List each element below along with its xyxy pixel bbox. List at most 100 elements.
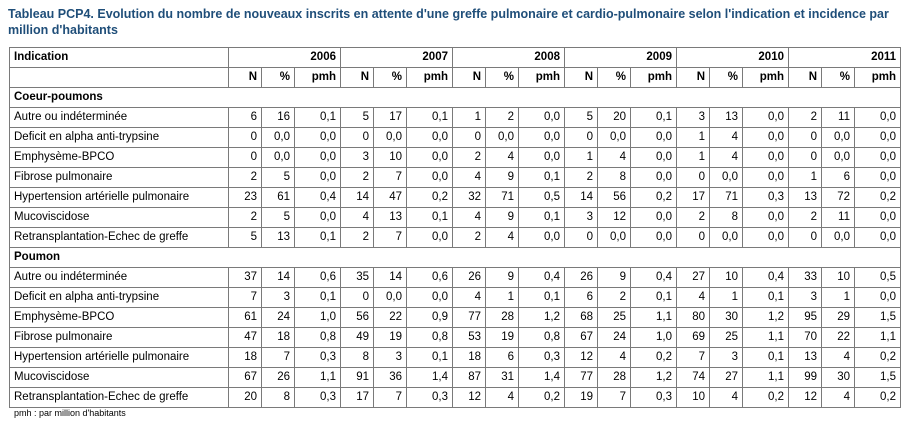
table-cell: 13: [373, 207, 407, 228]
table-cell: 5: [228, 227, 262, 248]
table-cell: 5: [261, 167, 295, 188]
subheader-cell: %: [597, 67, 631, 88]
subheader-row: N% pmh N% pmh N% pmh N% pmh N% pmh N% pmh: [9, 67, 902, 88]
table-cell: 22: [373, 307, 407, 328]
table-cell: 0: [788, 127, 822, 148]
year-header: 2011: [787, 47, 902, 68]
table-cell: 32: [452, 187, 486, 208]
table-cell: 0,0: [853, 147, 902, 168]
table-cell: 6: [564, 287, 598, 308]
table-cell: 4: [340, 207, 374, 228]
table-cell: 71: [709, 187, 743, 208]
subheader-cell: N: [788, 67, 822, 88]
table-cell: 0,8: [406, 327, 453, 348]
table-row: Mucoviscidose 2 5 0,0 4 13 0,1 4 9 0,1 3 12 0,0 2 8 0,0…: [9, 207, 902, 228]
table-cell: 1: [709, 287, 743, 308]
table-cell: 0,6: [406, 267, 453, 288]
table-cell: 0,2: [406, 187, 453, 208]
table-cell: 0: [788, 227, 822, 248]
table-cell: 2: [452, 147, 486, 168]
table-row: Fibrose pulmonaire 2 5 0,0 2 7 0,0 4 9 0,1 2 8 0,0 0 0…: [9, 167, 902, 188]
table-cell: 1,4: [406, 367, 453, 388]
table-cell: 14: [373, 267, 407, 288]
table-cell: 0,0: [406, 227, 453, 248]
table-cell: 0,1: [742, 287, 789, 308]
table-cell: 1,1: [853, 327, 902, 348]
table-cell: 0,3: [742, 187, 789, 208]
table-cell: 14: [340, 187, 374, 208]
table-cell: 80: [676, 307, 710, 328]
subheader-cell: N: [228, 67, 262, 88]
table-cell: 24: [261, 307, 295, 328]
table-cell: 10: [821, 267, 855, 288]
subheader-cell: pmh: [630, 67, 677, 88]
table-cell: 7: [597, 387, 631, 408]
table-cell: 0: [228, 147, 262, 168]
subheader-cell: pmh: [294, 67, 341, 88]
table-cell: 67: [228, 367, 262, 388]
table-cell: 1,0: [630, 327, 677, 348]
subheader-cell: %: [373, 67, 407, 88]
table-cell: 0,0: [709, 167, 743, 188]
section-row: Coeur-poumons: [8, 87, 902, 108]
table-cell: 12: [452, 387, 486, 408]
table-cell: 95: [788, 307, 822, 328]
table-cell: 16: [261, 107, 295, 128]
table-cell: 18: [261, 327, 295, 348]
year-header: 2007: [340, 47, 453, 68]
table-cell: 28: [597, 367, 631, 388]
table-cell: 12: [564, 347, 598, 368]
table-cell: 0,1: [742, 347, 789, 368]
table-cell: 0,0: [518, 227, 565, 248]
table-cell: 0,0: [518, 147, 565, 168]
table-cell: 13: [709, 107, 743, 128]
row-label: Retransplantation-Echec de greffe: [9, 227, 229, 248]
table-cell: 12: [788, 387, 822, 408]
table-cell: 0,5: [853, 267, 902, 288]
table-cell: 61: [261, 187, 295, 208]
table-cell: 4: [709, 387, 743, 408]
table-cell: 77: [452, 307, 486, 328]
table-cell: 0,0: [853, 167, 902, 188]
table-cell: 47: [228, 327, 262, 348]
table-cell: 56: [340, 307, 374, 328]
table-cell: 7: [676, 347, 710, 368]
table-cell: 3: [261, 287, 295, 308]
row-label: Emphysème-BPCO: [9, 147, 229, 168]
table-cell: 22: [821, 327, 855, 348]
table-cell: 0: [788, 147, 822, 168]
table-cell: 1,1: [630, 307, 677, 328]
table-cell: 12: [597, 207, 631, 228]
table-cell: 17: [676, 187, 710, 208]
row-label: Autre ou indéterminée: [9, 107, 229, 128]
table-cell: 1,1: [742, 327, 789, 348]
table-cell: 1: [564, 147, 598, 168]
subheader-cell: %: [261, 67, 295, 88]
table-cell: 4: [676, 287, 710, 308]
table-cell: 4: [709, 147, 743, 168]
table-cell: 1,0: [294, 307, 341, 328]
table-cell: 2: [788, 207, 822, 228]
table-cell: 17: [340, 387, 374, 408]
section-row: Poumon: [8, 247, 902, 268]
table-cell: 0,0: [742, 127, 789, 148]
table-cell: 0,0: [709, 227, 743, 248]
table-cell: 0,0: [742, 227, 789, 248]
table-cell: 4: [485, 227, 519, 248]
table-cell: 2: [597, 287, 631, 308]
table-row: Deficit en alpha anti-trypsine 7 3 0,1 0 0,0 0…: [9, 287, 902, 308]
table-row: Hypertension artérielle pulmonaire 23 61 0,…: [9, 187, 902, 208]
row-label: Mucoviscidose: [9, 207, 229, 228]
table-cell: 30: [821, 367, 855, 388]
table-cell: 2: [788, 107, 822, 128]
table-cell: 87: [452, 367, 486, 388]
table-cell: 2: [485, 107, 519, 128]
table-cell: 0,0: [821, 147, 855, 168]
indication-header: Indication: [9, 47, 229, 68]
table-cell: 11: [821, 107, 855, 128]
table-cell: 0,6: [294, 267, 341, 288]
table-cell: 8: [261, 387, 295, 408]
table-cell: 0,0: [853, 207, 902, 228]
table-cell: 2: [452, 227, 486, 248]
